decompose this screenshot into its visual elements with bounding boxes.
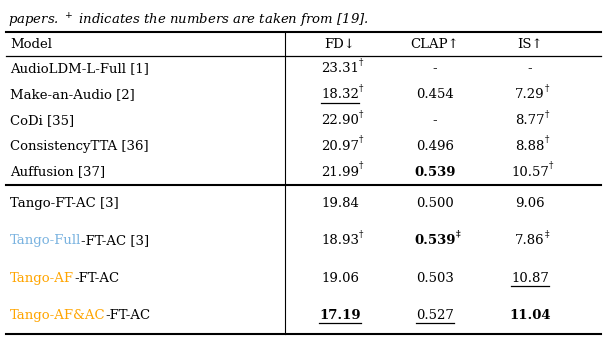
Text: 7.86: 7.86 [515,234,545,247]
Text: IS↑: IS↑ [517,37,543,51]
Text: †: † [359,109,364,118]
Text: Tango-AF&AC: Tango-AF&AC [10,309,106,322]
Text: †: † [359,161,364,170]
Text: †: † [359,230,364,239]
Text: -: - [528,62,533,75]
Text: †: † [549,161,553,170]
Text: 20.97: 20.97 [321,140,359,153]
Text: Make-an-Audio [2]: Make-an-Audio [2] [10,88,135,101]
Text: †: † [545,109,549,118]
Text: Auffusion [37]: Auffusion [37] [10,165,105,179]
Text: 19.84: 19.84 [321,197,359,210]
Text: 8.77: 8.77 [515,114,545,127]
Text: 0.539: 0.539 [414,165,456,179]
Text: -: - [433,114,437,127]
Text: 0.527: 0.527 [416,309,454,322]
Text: †: † [359,58,364,67]
Text: -FT-AC: -FT-AC [74,272,119,284]
Text: 21.99: 21.99 [321,165,359,179]
Text: -FT-AC [3]: -FT-AC [3] [81,234,150,247]
Text: 18.32: 18.32 [321,88,359,101]
Text: 7.29: 7.29 [515,88,545,101]
Text: †: † [545,135,549,144]
Text: 17.19: 17.19 [319,309,361,322]
Text: AudioLDM-L-Full [1]: AudioLDM-L-Full [1] [10,62,149,75]
Text: -FT-AC: -FT-AC [106,309,151,322]
Text: ‡: ‡ [456,230,460,239]
Text: †: † [545,84,549,93]
Text: Tango-FT-AC [3]: Tango-FT-AC [3] [10,197,119,210]
Text: 19.06: 19.06 [321,272,359,284]
Text: 9.06: 9.06 [515,197,545,210]
Text: 0.496: 0.496 [416,140,454,153]
Text: 10.57: 10.57 [511,165,549,179]
Text: -: - [433,62,437,75]
Text: 0.539: 0.539 [414,234,456,247]
Text: Model: Model [10,37,52,51]
Text: papers. $^+$ indicates the numbers are taken from [19].: papers. $^+$ indicates the numbers are t… [8,12,369,30]
Text: 8.88: 8.88 [516,140,545,153]
Text: 11.04: 11.04 [509,309,551,322]
Text: ‡: ‡ [545,230,549,239]
Text: †: † [359,135,364,144]
Text: Tango-Full: Tango-Full [10,234,81,247]
Text: 0.500: 0.500 [416,197,454,210]
Text: †: † [359,84,364,93]
Text: 0.454: 0.454 [416,88,454,101]
Text: Tango-AF: Tango-AF [10,272,74,284]
Text: FD↓: FD↓ [325,37,356,51]
Text: 22.90: 22.90 [321,114,359,127]
Text: 23.31: 23.31 [321,62,359,75]
Text: CLAP↑: CLAP↑ [410,37,460,51]
Text: 0.503: 0.503 [416,272,454,284]
Text: ConsistencyTTA [36]: ConsistencyTTA [36] [10,140,148,153]
Text: 18.93: 18.93 [321,234,359,247]
Text: 10.87: 10.87 [511,272,549,284]
Text: CoDi [35]: CoDi [35] [10,114,74,127]
